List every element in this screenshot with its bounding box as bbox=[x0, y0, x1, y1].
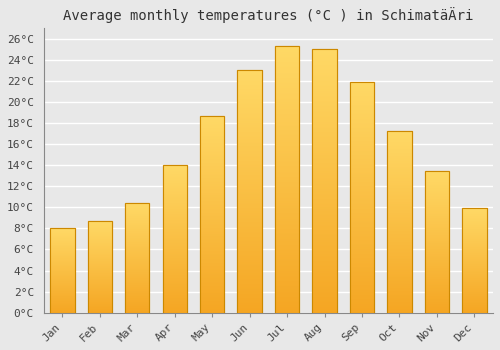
Bar bbox=[238, 70, 262, 313]
Bar bbox=[312, 49, 336, 313]
Bar bbox=[125, 203, 150, 313]
Bar bbox=[462, 208, 486, 313]
Bar bbox=[388, 132, 411, 313]
Bar bbox=[388, 132, 411, 313]
Bar bbox=[238, 70, 262, 313]
Bar bbox=[462, 208, 486, 313]
Bar bbox=[275, 46, 299, 313]
Bar bbox=[162, 165, 187, 313]
Bar bbox=[125, 203, 150, 313]
Bar bbox=[424, 172, 449, 313]
Bar bbox=[200, 116, 224, 313]
Bar bbox=[88, 221, 112, 313]
Bar bbox=[50, 228, 74, 313]
Bar bbox=[88, 221, 112, 313]
Bar bbox=[350, 82, 374, 313]
Bar bbox=[162, 165, 187, 313]
Title: Average monthly temperatures (°C ) in SchimatäÄri: Average monthly temperatures (°C ) in Sc… bbox=[63, 7, 474, 23]
Bar bbox=[200, 116, 224, 313]
Bar bbox=[50, 228, 74, 313]
Bar bbox=[275, 46, 299, 313]
Bar bbox=[350, 82, 374, 313]
Bar bbox=[312, 49, 336, 313]
Bar bbox=[424, 172, 449, 313]
